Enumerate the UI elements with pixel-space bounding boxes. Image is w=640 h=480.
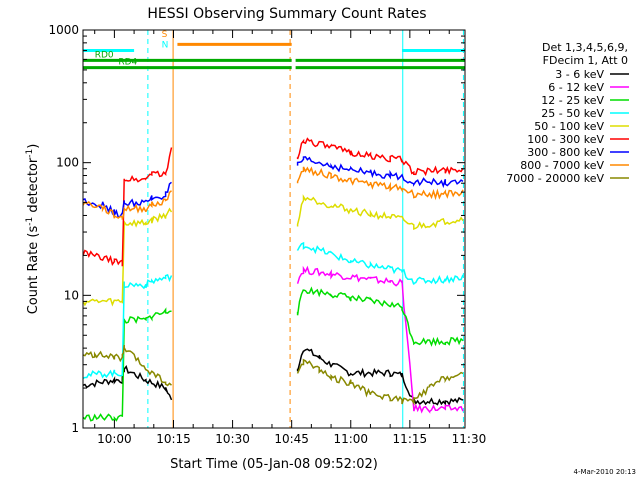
x-tick-label: 10:30 [215, 432, 250, 446]
plot-area: RD0 RD4 SN [83, 30, 465, 428]
legend-entry-label: 25 - 50 keV [541, 107, 604, 120]
y-axis-label-exponent: -1 [25, 217, 35, 226]
x-tick-label: 11:15 [393, 432, 428, 446]
x-tick-label: 10:15 [156, 432, 191, 446]
legend-entry-label: 100 - 300 keV [527, 133, 604, 146]
legend-entry-label: 50 - 100 keV [534, 120, 604, 133]
legend-entry-label: 6 - 12 keV [548, 81, 604, 94]
x-tick-label: 10:00 [97, 432, 132, 446]
flag-label: RD0 [95, 50, 114, 60]
series-line [83, 156, 464, 219]
series-line [83, 344, 464, 406]
x-tick-label: 11:30 [452, 432, 487, 446]
y-axis-label-exponent: -1 [25, 149, 35, 158]
x-tick-label: 10:45 [274, 432, 309, 446]
series-line [83, 241, 464, 380]
flag-label: N [162, 41, 169, 51]
legend-entry-label: 300 - 800 keV [527, 146, 604, 159]
axes: 1 10 100 1000 10:00 10:15 10:30 10:45 11:00 11:15… [48, 23, 486, 446]
legend: Det 1,3,4,5,6,9, FDecim 1, Att 0 3 - 6 k… [506, 41, 629, 185]
legend-entry-label: 7000 - 20000 keV [506, 172, 604, 185]
legend-entry-label: 800 - 7000 keV [520, 159, 604, 172]
plot-data: RD0 RD4 SN [83, 30, 465, 428]
generated-timestamp: 4-Mar-2010 20:13 [574, 468, 636, 476]
y-tick-label: 10 [64, 288, 79, 302]
flag-label: S [162, 30, 168, 40]
y-axis-label-part: ) [26, 144, 41, 149]
x-axis-label: Start Time (05-Jan-08 09:52:02) [170, 457, 378, 472]
x-tick-label: 11:00 [333, 432, 368, 446]
legend-entry-label: 3 - 6 keV [555, 68, 604, 81]
chart-title: HESSI Observing Summary Count Rates [147, 6, 426, 22]
series-line [83, 286, 464, 422]
y-tick-label: 100 [56, 156, 79, 170]
y-axis-label-part: Count Rate (s [26, 226, 41, 315]
series-line [83, 194, 464, 307]
legend-header-line: FDecim 1, Att 0 [543, 54, 628, 67]
series-line [83, 166, 464, 220]
flag-label: RD4 [118, 58, 137, 68]
y-tick-label: 1000 [48, 23, 79, 37]
y-axis-label-part: detector [26, 157, 41, 217]
series-line [83, 137, 464, 267]
series-line [296, 265, 464, 414]
y-axis-label: Count Rate (s-1 detector-1) [25, 144, 41, 315]
y-tick-label: 1 [71, 421, 79, 435]
series-line [83, 348, 464, 407]
legend-entry-label: 12 - 25 keV [541, 94, 604, 107]
plot-frame [82, 29, 466, 429]
legend-header-line: Det 1,3,4,5,6,9, [542, 41, 628, 54]
